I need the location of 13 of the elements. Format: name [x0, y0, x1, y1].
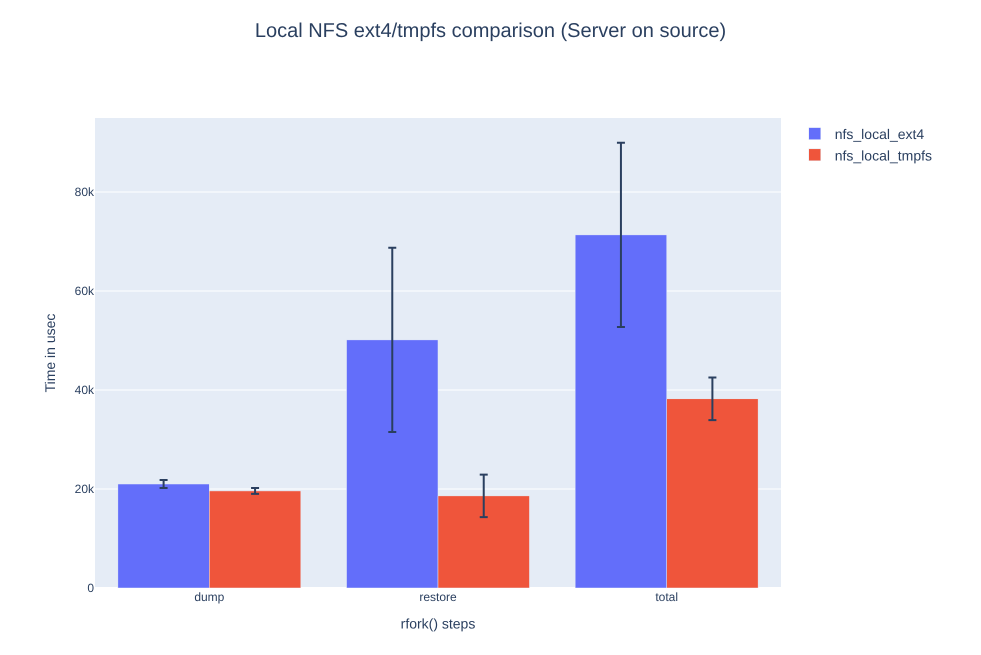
y-axis-title: Time in usec — [42, 314, 58, 392]
y-tick-label: 80k — [74, 184, 95, 199]
x-tick-label: restore — [419, 590, 457, 604]
y-tick-label: 40k — [74, 383, 95, 398]
y-tick-label: 60k — [74, 284, 95, 298]
chart-title: Local NFS ext4/tmpfs comparison (Server on source) — [254, 20, 726, 42]
legend-label: nfs_local_tmpfs — [834, 147, 932, 164]
y-tick-label: 20k — [74, 482, 95, 496]
x-axis-title: rfork() steps — [400, 615, 476, 632]
legend-label: nfs_local_ext4 — [834, 126, 924, 142]
x-tick-label: total — [655, 590, 678, 604]
x-tick-label: dump — [194, 590, 225, 604]
y-tick-label: 0 — [87, 581, 94, 596]
